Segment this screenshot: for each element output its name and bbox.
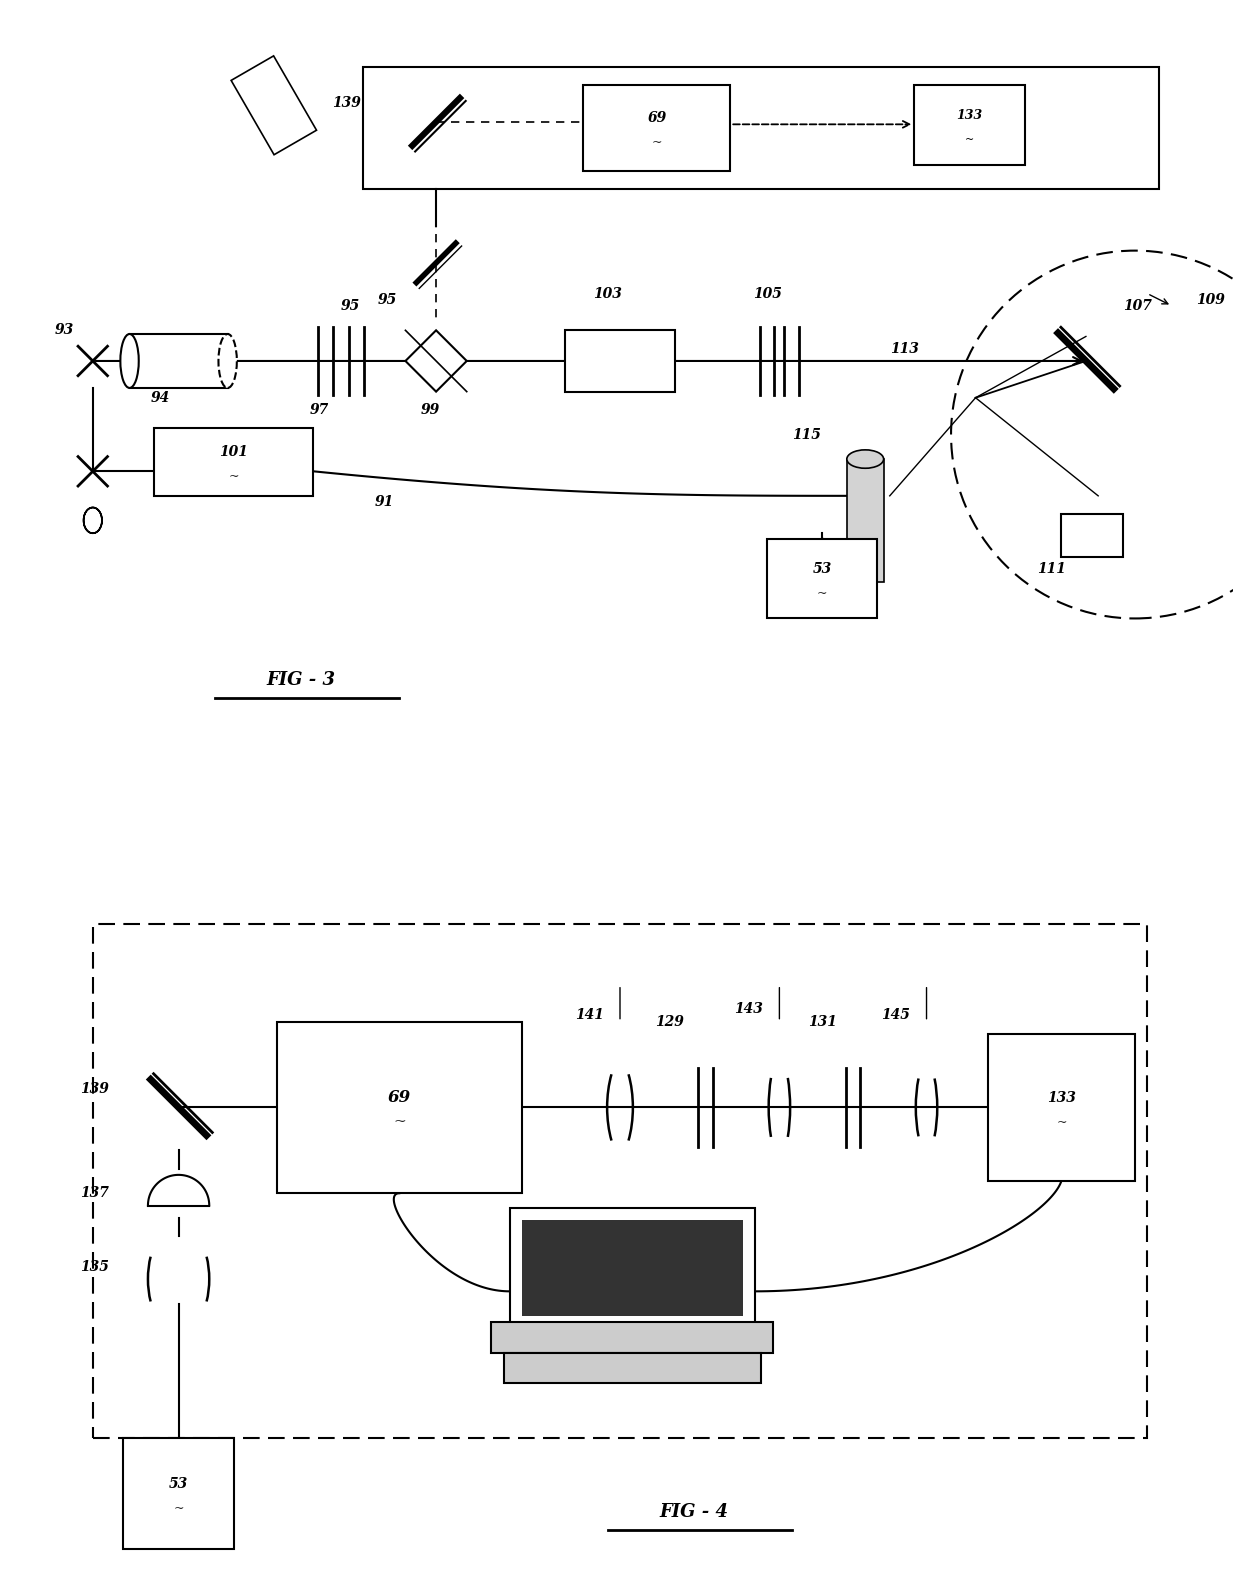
Text: 131: 131 — [808, 1015, 837, 1029]
Text: 95: 95 — [341, 299, 360, 313]
Text: FIG - 3: FIG - 3 — [267, 671, 336, 689]
Text: 135: 135 — [81, 1260, 109, 1274]
Text: 99: 99 — [420, 403, 439, 417]
Text: 111: 111 — [1037, 562, 1065, 576]
Text: ~: ~ — [393, 1115, 405, 1130]
Text: 69: 69 — [388, 1090, 410, 1106]
Bar — [522, 1220, 743, 1316]
Ellipse shape — [120, 334, 139, 388]
Text: ~: ~ — [1056, 1115, 1066, 1128]
Bar — [277, 1021, 522, 1193]
Text: ~: ~ — [817, 587, 827, 600]
Bar — [847, 460, 884, 582]
Text: 53: 53 — [812, 562, 832, 576]
Text: 113: 113 — [890, 342, 919, 356]
Text: ~: ~ — [174, 1502, 184, 1515]
Text: 105: 105 — [753, 286, 781, 301]
Bar — [362, 67, 1159, 189]
Ellipse shape — [847, 450, 884, 468]
Text: 115: 115 — [791, 428, 821, 442]
Text: 109: 109 — [1197, 293, 1225, 307]
Text: ~: ~ — [965, 135, 975, 145]
Text: 137: 137 — [81, 1187, 109, 1200]
Polygon shape — [405, 331, 466, 391]
Bar — [565, 331, 675, 391]
Text: FIG - 4: FIG - 4 — [660, 1503, 728, 1521]
Text: ~: ~ — [626, 1278, 639, 1292]
Text: 91: 91 — [374, 495, 394, 509]
Text: 95: 95 — [377, 293, 397, 307]
Bar — [231, 56, 316, 154]
Text: ~: ~ — [228, 471, 239, 484]
Text: 53: 53 — [169, 1476, 188, 1491]
Bar — [124, 1438, 234, 1548]
Text: 97: 97 — [310, 403, 330, 417]
Bar — [129, 334, 228, 388]
Bar — [154, 428, 314, 496]
Bar — [988, 1034, 1135, 1181]
Text: 101: 101 — [219, 445, 248, 460]
Text: 143: 143 — [734, 1002, 763, 1017]
Bar — [491, 1322, 774, 1352]
Text: 129: 129 — [655, 1015, 683, 1029]
Text: 145: 145 — [882, 1009, 910, 1023]
Text: 139: 139 — [332, 97, 361, 110]
Bar — [768, 539, 878, 619]
Text: ~: ~ — [651, 137, 662, 150]
Bar — [503, 1352, 761, 1383]
Text: 107: 107 — [1122, 299, 1152, 313]
Text: 63: 63 — [621, 1254, 642, 1268]
Text: 103: 103 — [593, 286, 622, 301]
Text: 139: 139 — [81, 1082, 109, 1096]
Bar — [1061, 514, 1122, 557]
Text: 133: 133 — [1047, 1090, 1076, 1104]
Bar — [914, 84, 1024, 165]
Text: 133: 133 — [956, 108, 982, 121]
Ellipse shape — [218, 334, 237, 388]
Text: 94: 94 — [150, 391, 170, 404]
Text: 141: 141 — [575, 1009, 604, 1023]
Bar — [510, 1208, 755, 1328]
Bar — [93, 923, 1147, 1438]
Text: 69: 69 — [647, 111, 666, 126]
Text: 93: 93 — [55, 323, 74, 337]
Bar — [583, 84, 730, 170]
